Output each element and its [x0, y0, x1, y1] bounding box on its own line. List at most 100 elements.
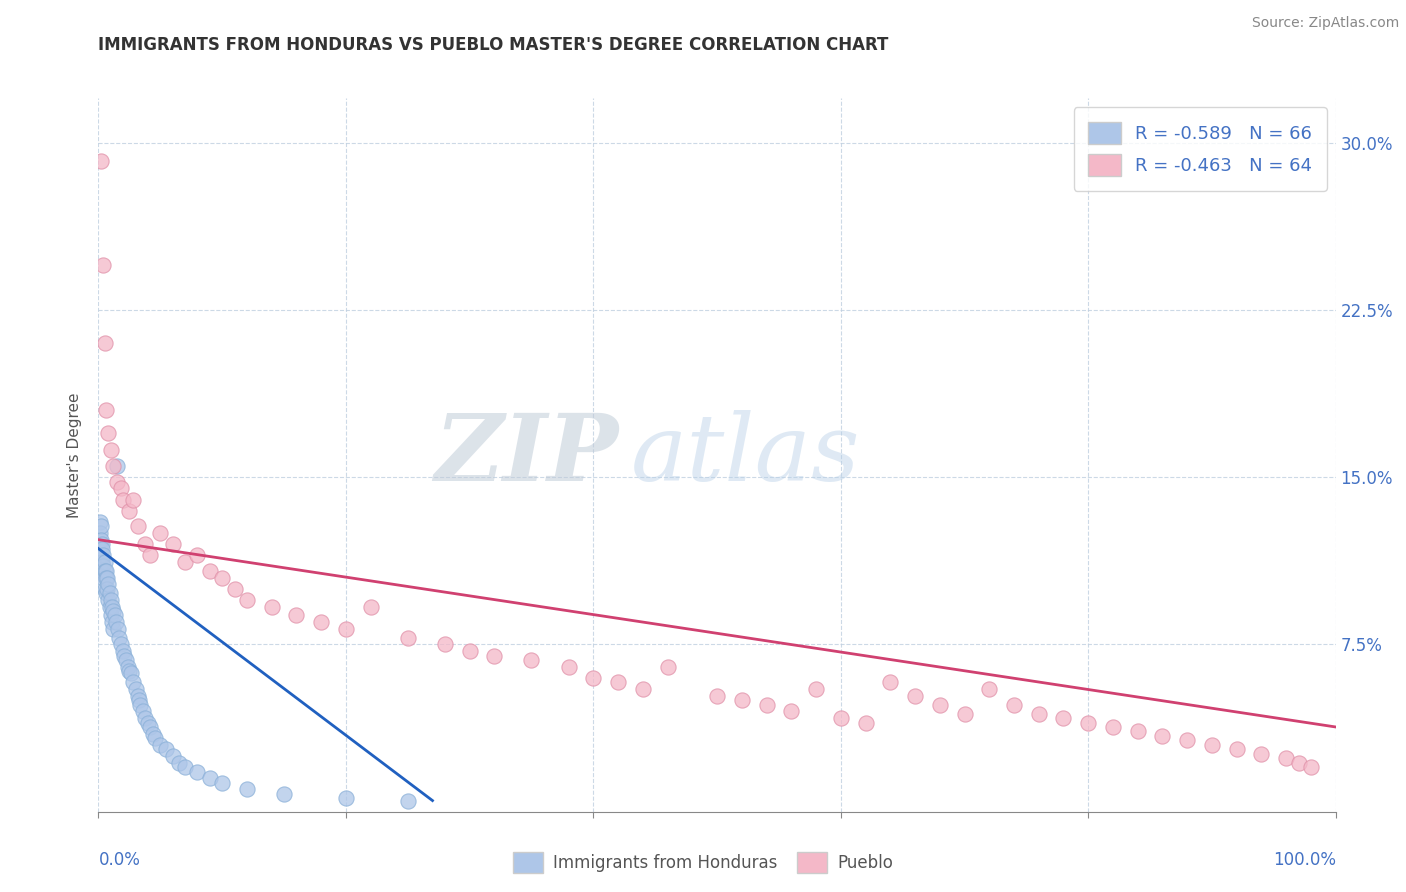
Point	[90, 533, 112, 547]
Point	[129, 698, 152, 712]
Point	[100, 592, 122, 607]
Point	[97, 592, 120, 607]
Point	[285, 608, 308, 623]
Point	[211, 571, 233, 585]
Point	[211, 775, 233, 790]
Point	[433, 637, 456, 651]
Point	[103, 622, 125, 636]
Point	[89, 515, 111, 529]
Point	[1052, 711, 1074, 725]
Point	[520, 653, 543, 667]
Point	[94, 564, 117, 578]
Point	[93, 571, 115, 585]
Point	[132, 705, 155, 719]
Legend: Immigrants from Honduras, Pueblo: Immigrants from Honduras, Pueblo	[506, 846, 900, 880]
Point	[112, 492, 135, 507]
Point	[631, 681, 654, 696]
Point	[101, 615, 124, 630]
Point	[396, 631, 419, 645]
Point	[1250, 747, 1272, 761]
Point	[93, 555, 115, 569]
Text: Source: ZipAtlas.com: Source: ZipAtlas.com	[1251, 16, 1399, 29]
Point	[97, 577, 120, 591]
Point	[91, 541, 114, 556]
Point	[139, 548, 162, 563]
Point	[1299, 760, 1322, 774]
Point	[149, 738, 172, 752]
Point	[830, 711, 852, 725]
Point	[98, 599, 121, 614]
Point	[186, 764, 208, 779]
Point	[127, 519, 149, 533]
Point	[1102, 720, 1125, 734]
Point	[236, 592, 259, 607]
Point	[198, 771, 221, 786]
Point	[1002, 698, 1025, 712]
Text: 0.0%: 0.0%	[98, 851, 141, 869]
Point	[91, 564, 114, 578]
Point	[94, 571, 117, 585]
Point	[89, 541, 111, 556]
Point	[93, 548, 115, 563]
Point	[103, 604, 125, 618]
Point	[458, 644, 481, 658]
Point	[90, 519, 112, 533]
Point	[107, 622, 129, 636]
Point	[1077, 715, 1099, 730]
Point	[100, 443, 122, 458]
Point	[731, 693, 754, 707]
Point	[155, 742, 177, 756]
Point	[582, 671, 605, 685]
Point	[96, 571, 118, 585]
Y-axis label: Master's Degree: Master's Degree	[67, 392, 83, 517]
Point	[1275, 751, 1298, 765]
Point	[101, 599, 124, 614]
Text: IMMIGRANTS FROM HONDURAS VS PUEBLO MASTER'S DEGREE CORRELATION CHART: IMMIGRANTS FROM HONDURAS VS PUEBLO MASTE…	[98, 36, 889, 54]
Point	[93, 564, 115, 578]
Point	[143, 731, 166, 746]
Point	[953, 706, 976, 721]
Point	[1126, 724, 1149, 739]
Point	[94, 403, 117, 417]
Point	[110, 637, 132, 651]
Point	[557, 660, 579, 674]
Text: 100.0%: 100.0%	[1272, 851, 1336, 869]
Point	[103, 608, 125, 623]
Point	[706, 689, 728, 703]
Point	[335, 622, 357, 636]
Point	[93, 336, 115, 351]
Point	[139, 720, 162, 734]
Point	[224, 582, 246, 596]
Point	[122, 675, 145, 690]
Point	[186, 548, 208, 563]
Point	[309, 615, 332, 630]
Point	[260, 599, 283, 614]
Point	[149, 526, 172, 541]
Point	[335, 791, 357, 805]
Point	[118, 664, 141, 678]
Point	[105, 459, 128, 474]
Point	[755, 698, 778, 712]
Point	[96, 582, 118, 596]
Point	[1175, 733, 1198, 747]
Point	[118, 503, 141, 517]
Point	[91, 537, 114, 551]
Point	[879, 675, 901, 690]
Point	[928, 698, 950, 712]
Point	[100, 608, 122, 623]
Point	[93, 559, 115, 574]
Point	[607, 675, 630, 690]
Point	[484, 648, 506, 663]
Point	[198, 564, 221, 578]
Point	[112, 644, 135, 658]
Point	[120, 666, 142, 681]
Point	[110, 482, 132, 496]
Point	[780, 705, 803, 719]
Point	[90, 153, 112, 168]
Point	[1152, 729, 1174, 743]
Legend: R = -0.589   N = 66, R = -0.463   N = 64: R = -0.589 N = 66, R = -0.463 N = 64	[1074, 107, 1327, 191]
Point	[103, 459, 125, 474]
Text: atlas: atlas	[630, 410, 860, 500]
Point	[657, 660, 679, 674]
Point	[167, 756, 190, 770]
